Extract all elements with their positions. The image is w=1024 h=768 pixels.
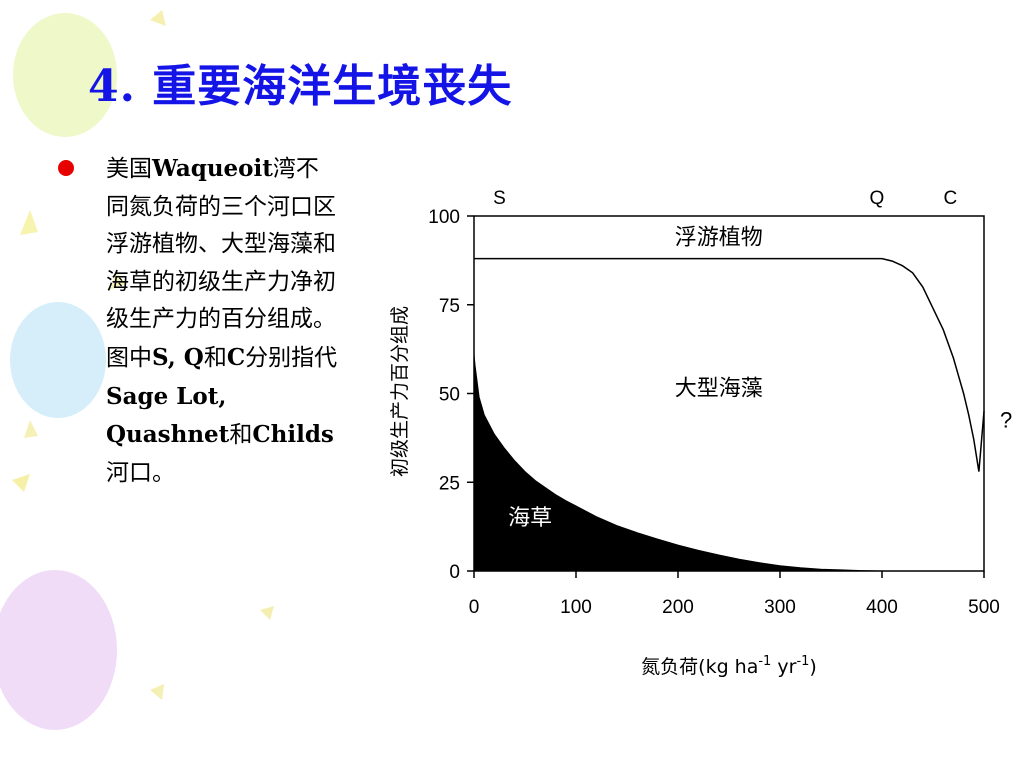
x-axis-label-superscript: -1 — [796, 654, 809, 669]
area-layer — [473, 257, 985, 572]
unknown-marker: ? — [1000, 407, 1012, 432]
x-axis-label: 氮负荷(kg ha-1 yr-1) — [641, 654, 817, 678]
x-axis-label-part: ) — [809, 656, 816, 678]
x-tick-label: 500 — [968, 597, 1000, 618]
bullet-text-segment: 分别指代 — [245, 344, 338, 371]
x-axis-label-part: 氮负荷(kg ha — [641, 656, 758, 678]
estuary-marker-c: C — [943, 188, 957, 209]
x-axis-label-part: yr — [771, 656, 796, 678]
estuary-marker-q: Q — [870, 188, 885, 209]
axes-layer: 0 100 200 300 400 500 0 25 50 75 100 — [428, 207, 1000, 618]
slide-title: 4. 重要海洋生境丧失 — [88, 61, 513, 112]
confetti-4 — [110, 272, 126, 290]
bullet-text-segment: Childs — [252, 421, 334, 449]
phytoplankton-macroalgae-boundary — [474, 257, 985, 472]
bullet-text-segment: 和 — [203, 344, 227, 371]
confetti-5 — [260, 606, 274, 620]
bullet-text-segment: S, Q — [152, 343, 204, 371]
bullet-text-segment: 美国 — [106, 156, 152, 182]
x-axis-label-superscript: -1 — [758, 654, 771, 669]
y-tick-label: 0 — [449, 562, 460, 583]
confetti-6 — [24, 420, 38, 438]
x-tick-label: 200 — [662, 597, 694, 618]
balloon-green-top — [13, 13, 117, 137]
confetti-2 — [12, 474, 30, 492]
balloon-purple-bottom — [0, 570, 117, 730]
y-tick-label: 75 — [439, 296, 460, 317]
x-tick-label: 400 — [866, 597, 898, 618]
y-tick-label: 25 — [439, 473, 460, 494]
y-tick-label: 50 — [439, 385, 460, 406]
confetti-7 — [150, 684, 164, 700]
bullet-text-segment: 和 — [229, 422, 253, 449]
bullet-text-segment: Waqueoit — [152, 155, 273, 182]
bullet-text-segment: 湾不同氮负荷的三个河口区浮游植物、大型海藻和海草的初级生产力净初级生产力的百分组… — [106, 156, 336, 371]
series-label-seagrass: 海草 — [508, 506, 552, 531]
estuary-marker-s: S — [493, 188, 506, 209]
balloon-blue-left — [10, 302, 106, 418]
bullet-text-segment: 河口。 — [106, 459, 175, 486]
series-label-phytoplankton: 浮游植物 — [675, 225, 763, 250]
seagrass-area — [473, 354, 883, 572]
confetti-1 — [20, 210, 38, 235]
series-label-macroalgae: 大型海藻 — [675, 377, 763, 402]
x-tick-label: 100 — [560, 597, 592, 618]
bullet-text: 美国Waqueoit湾不同氮负荷的三个河口区浮游植物、大型海藻和海草的初级生产力… — [106, 150, 341, 492]
confetti-3 — [150, 10, 166, 26]
y-tick-label: 100 — [428, 207, 460, 228]
bullet-text-segment: Sage Lot, Quashnet — [106, 382, 230, 449]
bullet-dot — [58, 160, 74, 176]
x-tick-label: 0 — [469, 597, 480, 618]
x-tick-label: 300 — [764, 597, 796, 618]
bullet-text-segment: C — [226, 343, 246, 371]
y-axis-label: 初级生产力百分组成 — [389, 306, 411, 477]
